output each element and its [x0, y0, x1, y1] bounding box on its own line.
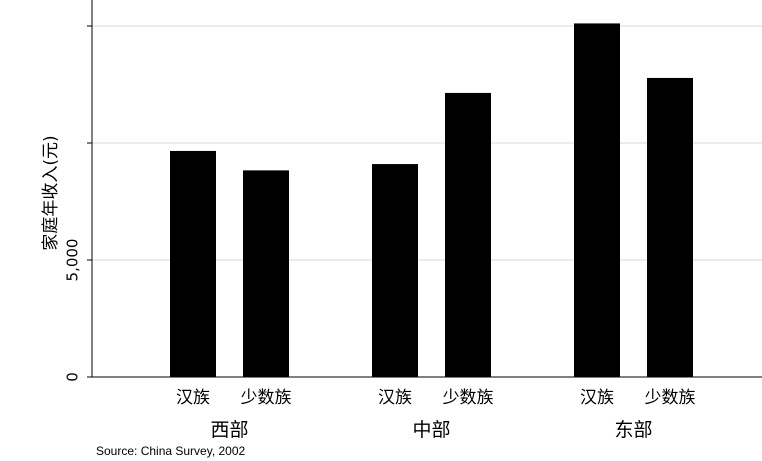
bar	[372, 164, 418, 377]
category-label: 少数族	[443, 388, 494, 408]
group-label: 西部	[210, 419, 248, 441]
bars	[170, 23, 693, 378]
bar	[445, 92, 491, 377]
category-label: 汉族	[580, 388, 614, 408]
bar	[647, 77, 693, 377]
category-label: 少数族	[645, 388, 696, 408]
category-label: 少数族	[241, 388, 292, 408]
category-label: 汉族	[378, 388, 412, 408]
y-ticks: 0 5,000	[63, 25, 92, 382]
bar	[574, 23, 620, 378]
y-tick-label: 0	[63, 372, 81, 382]
bar	[243, 170, 289, 377]
y-tick-label: 5,000	[63, 239, 81, 282]
source-note: Source: China Survey, 2002	[96, 444, 246, 458]
group-label: 中部	[412, 419, 450, 441]
y-axis-label: 家庭年收入(元)	[41, 135, 61, 250]
category-label: 汉族	[176, 388, 210, 408]
group-label: 东部	[614, 419, 652, 441]
bar	[170, 150, 216, 377]
